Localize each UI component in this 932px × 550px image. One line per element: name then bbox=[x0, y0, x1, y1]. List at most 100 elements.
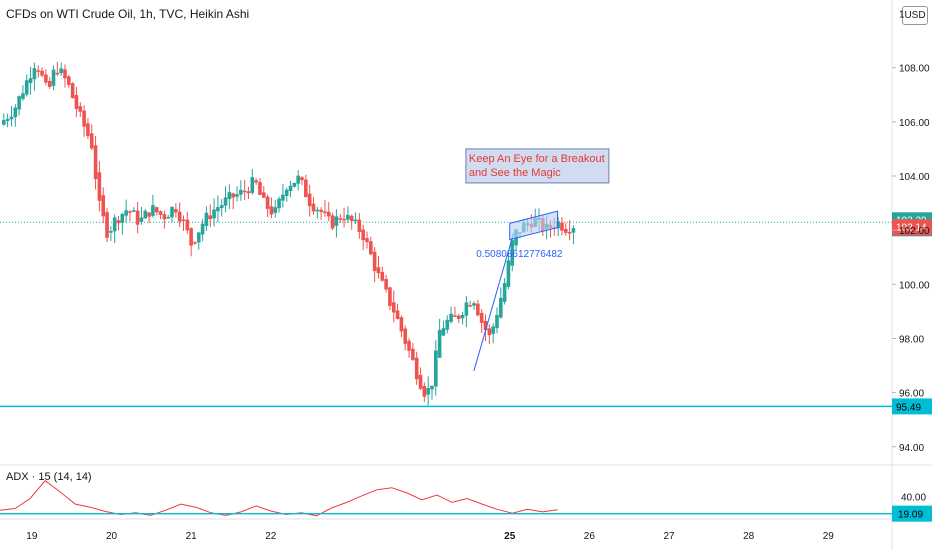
candle-body bbox=[380, 271, 385, 281]
candle-body bbox=[349, 215, 354, 222]
candle-body bbox=[70, 83, 75, 99]
bid-price-badge bbox=[892, 219, 932, 236]
candle-body bbox=[315, 209, 320, 212]
price-tick-label: 108.00 bbox=[899, 64, 930, 75]
candle-body bbox=[338, 218, 343, 220]
candle-body bbox=[63, 69, 67, 79]
candle-body bbox=[560, 222, 564, 231]
candle-body bbox=[40, 70, 44, 76]
adx-current-label: 19.09 bbox=[898, 510, 923, 521]
price-tick-label: 106.00 bbox=[899, 118, 930, 129]
candle-body bbox=[273, 207, 278, 213]
candle-body bbox=[196, 232, 201, 243]
candle-body bbox=[361, 229, 365, 241]
time-tick-label: 26 bbox=[584, 531, 596, 542]
candle-body bbox=[135, 210, 140, 225]
candle-body bbox=[154, 207, 159, 213]
candle-body bbox=[476, 303, 480, 316]
candle-body bbox=[441, 328, 446, 336]
candle-body bbox=[300, 177, 304, 181]
time-tick-label: 21 bbox=[186, 531, 198, 542]
candle-body bbox=[472, 303, 476, 306]
fib-ratio-label: 0.50808612776482 bbox=[476, 249, 563, 260]
candle-body bbox=[495, 314, 499, 328]
candle-body bbox=[219, 205, 224, 208]
time-tick-label: 28 bbox=[743, 531, 755, 542]
candle-body bbox=[571, 228, 576, 233]
candle-body bbox=[216, 207, 220, 212]
candle-body bbox=[97, 172, 102, 201]
candle-body bbox=[109, 231, 113, 233]
candle-body bbox=[189, 228, 193, 246]
candle-body bbox=[304, 179, 308, 198]
candle-body bbox=[21, 93, 25, 99]
candle-body bbox=[567, 232, 572, 234]
candle-body bbox=[185, 219, 190, 231]
support-price-label: 95.49 bbox=[896, 402, 921, 413]
annotation-line-2: and See the Magic bbox=[469, 167, 561, 179]
candle-body bbox=[258, 182, 262, 195]
price-tick-label: 100.00 bbox=[899, 280, 930, 291]
bid-price-label: 102.14 bbox=[896, 222, 927, 233]
candle-body bbox=[487, 328, 492, 336]
candle-body bbox=[47, 80, 52, 87]
candle-body bbox=[334, 216, 339, 226]
candle-body bbox=[86, 123, 90, 136]
price-tick-label: 96.00 bbox=[899, 389, 924, 400]
candle-body bbox=[483, 320, 488, 331]
candle-body bbox=[403, 328, 408, 344]
candle-body bbox=[556, 221, 560, 229]
candle-body bbox=[323, 211, 327, 214]
candle-body bbox=[284, 189, 289, 196]
adx-indicator-label: ADX · 15 (14, 14) bbox=[6, 471, 92, 483]
candle-body bbox=[384, 278, 388, 290]
candle-body bbox=[13, 107, 18, 118]
candle-body bbox=[128, 211, 132, 213]
candle-body bbox=[510, 240, 515, 266]
currency-button[interactable]: USD bbox=[902, 6, 928, 25]
candle-body bbox=[59, 68, 63, 74]
axes: 108.00 106.00 104.00 102.00 100.00 98.00 96.00… bbox=[26, 10, 930, 542]
candle-body bbox=[9, 116, 14, 120]
adx-tick-label: 40.00 bbox=[901, 492, 926, 503]
candle-body bbox=[342, 218, 346, 221]
candle-body bbox=[89, 133, 94, 149]
candle-body bbox=[2, 120, 6, 125]
drawing-overlays: 0.50808612776482 Keep An Eye for a Breako… bbox=[465, 148, 932, 372]
candle-body bbox=[112, 217, 117, 232]
candle-body bbox=[311, 203, 316, 212]
candle-body bbox=[391, 302, 396, 313]
price-channel[interactable] bbox=[509, 210, 558, 241]
price-tick-label: 102.00 bbox=[899, 226, 930, 237]
candle-body bbox=[399, 317, 404, 332]
annotation-box[interactable] bbox=[465, 148, 610, 184]
candle-body bbox=[250, 177, 255, 193]
candle-body bbox=[372, 251, 377, 272]
candle-body bbox=[437, 329, 442, 358]
chart-title: CFDs on WTI Crude Oil, 1h, TVC, Heikin A… bbox=[6, 7, 250, 21]
candle-body bbox=[200, 223, 205, 235]
time-tick-label: 27 bbox=[663, 531, 675, 542]
annotation-line-1: Keep An Eye for a Breakout bbox=[469, 153, 605, 165]
candle-body bbox=[78, 106, 83, 112]
candle-body bbox=[101, 195, 106, 217]
candle-body bbox=[346, 214, 350, 220]
price-tick-label: 104.00 bbox=[899, 172, 930, 183]
candle-body bbox=[326, 211, 331, 217]
candle-body bbox=[376, 267, 381, 274]
candle-body bbox=[55, 72, 60, 75]
candle-body bbox=[24, 80, 29, 95]
candle-body bbox=[193, 242, 197, 244]
candle-body bbox=[242, 190, 247, 193]
candle-body bbox=[296, 175, 300, 184]
candle-body bbox=[357, 219, 362, 232]
candle-body bbox=[67, 76, 71, 85]
candle-body bbox=[204, 212, 209, 226]
candle-body bbox=[132, 210, 136, 212]
adx-line bbox=[0, 480, 558, 517]
trend-line[interactable] bbox=[473, 232, 515, 372]
candle-body bbox=[17, 96, 21, 110]
candle-body bbox=[261, 192, 266, 198]
